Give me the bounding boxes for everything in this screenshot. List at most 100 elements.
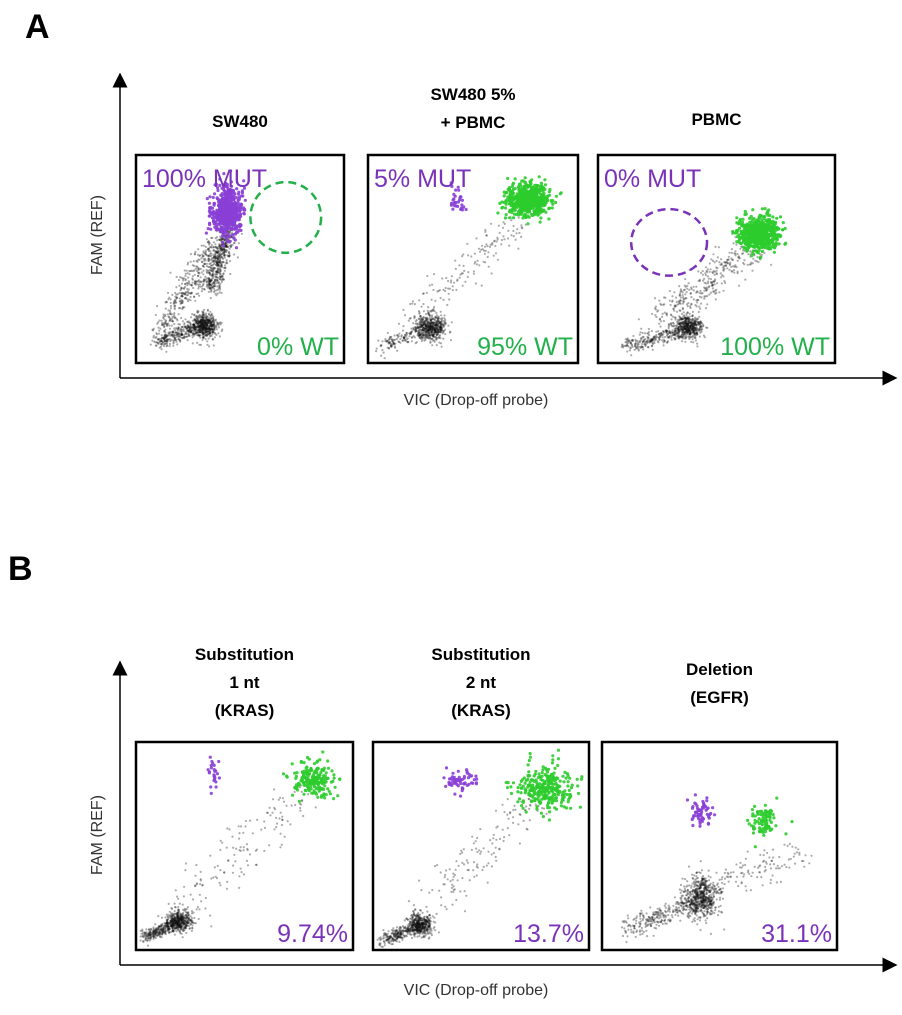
- droplet-point: [195, 269, 199, 273]
- droplet-point: [714, 292, 717, 295]
- droplet-point: [720, 263, 723, 266]
- droplet-point: [215, 325, 218, 329]
- droplet-point: [204, 327, 207, 330]
- droplet-point: [690, 326, 693, 329]
- droplet-point: [210, 322, 213, 325]
- droplet-point: [515, 232, 518, 235]
- droplet-point: [214, 332, 217, 335]
- droplet-point: [201, 287, 204, 290]
- droplet-point: [630, 344, 634, 347]
- droplet-point: [214, 212, 218, 216]
- droplet-point: [152, 336, 155, 339]
- droplet-point: [183, 269, 186, 272]
- droplet-point: [234, 246, 239, 250]
- droplet-point: [539, 198, 543, 202]
- droplet-point: [200, 316, 203, 319]
- droplet-point: [526, 222, 530, 226]
- droplet-point: [519, 210, 524, 214]
- droplet-point: [518, 231, 521, 235]
- droplet-point: [704, 266, 708, 269]
- droplet-point: [662, 330, 665, 333]
- droplet-point: [203, 278, 206, 281]
- droplet-point: [212, 267, 216, 270]
- droplet-point: [661, 315, 664, 318]
- droplet-point: [204, 322, 207, 325]
- droplet-point: [451, 289, 454, 292]
- droplet-point: [736, 272, 739, 275]
- droplet-point: [444, 333, 447, 336]
- droplet-point: [685, 297, 688, 300]
- droplet-point: [235, 230, 239, 234]
- droplet-point: [202, 336, 205, 340]
- droplet-point: [206, 322, 209, 325]
- droplet-point: [747, 253, 750, 256]
- droplet-point: [204, 326, 207, 329]
- droplet-point: [449, 339, 453, 342]
- droplet-point: [630, 354, 633, 357]
- droplet-point: [179, 340, 182, 343]
- droplet-point: [197, 328, 200, 332]
- droplet-point: [186, 320, 189, 323]
- droplet-point: [194, 325, 197, 328]
- droplet-point: [668, 289, 671, 293]
- droplet-point: [171, 293, 174, 296]
- droplet-point: [208, 335, 211, 338]
- droplet-point: [157, 338, 160, 342]
- droplet-point: [476, 259, 479, 262]
- droplet-point: [210, 334, 213, 338]
- droplet-point: [422, 292, 425, 295]
- droplet-point: [678, 309, 681, 312]
- droplet-point: [223, 201, 227, 205]
- droplet-point: [403, 339, 407, 342]
- droplet-point: [663, 303, 666, 306]
- droplet-point: [181, 306, 185, 309]
- droplet-point: [501, 205, 505, 209]
- droplet-point: [201, 325, 204, 329]
- droplet-point: [431, 331, 434, 334]
- droplet-point: [684, 340, 687, 343]
- droplet-point: [191, 264, 194, 267]
- droplet-point: [657, 330, 660, 333]
- droplet-point: [211, 320, 215, 323]
- droplet-point: [221, 206, 225, 210]
- droplet-point: [433, 327, 436, 330]
- droplet-point: [672, 307, 675, 310]
- droplet-point: [199, 343, 202, 346]
- droplet-point: [621, 344, 624, 347]
- droplet-point: [641, 342, 644, 346]
- droplet-point: [192, 333, 195, 336]
- droplet-point: [681, 328, 684, 331]
- droplet-point: [680, 335, 683, 339]
- droplet-point: [212, 328, 216, 331]
- droplet-point: [688, 312, 691, 315]
- droplet-point: [191, 281, 194, 284]
- droplet-point: [198, 325, 201, 328]
- droplet-point: [212, 323, 215, 327]
- droplet-point: [512, 224, 515, 228]
- droplet-point: [212, 324, 215, 327]
- droplet-point: [197, 248, 200, 251]
- droplet-point: [218, 270, 221, 273]
- droplet-point: [709, 281, 713, 284]
- droplet-point: [418, 299, 421, 302]
- droplet-point: [711, 259, 715, 262]
- droplet-point: [156, 305, 159, 308]
- droplet-point: [214, 327, 217, 330]
- droplet-point: [203, 287, 206, 291]
- droplet-point: [427, 324, 430, 327]
- droplet-point: [211, 324, 214, 327]
- droplet-point: [203, 314, 206, 317]
- droplet-point: [639, 337, 643, 340]
- droplet-point: [219, 273, 222, 276]
- droplet-point: [217, 276, 220, 279]
- droplet-point: [204, 324, 207, 327]
- droplet-point: [219, 277, 222, 281]
- droplet-point: [203, 321, 206, 324]
- droplet-point: [480, 244, 484, 247]
- droplet-point: [488, 245, 492, 248]
- droplet-point: [207, 320, 210, 323]
- droplet-point: [191, 275, 194, 278]
- droplet-point: [538, 220, 542, 224]
- droplet-point: [223, 269, 226, 272]
- droplet-point: [211, 330, 215, 334]
